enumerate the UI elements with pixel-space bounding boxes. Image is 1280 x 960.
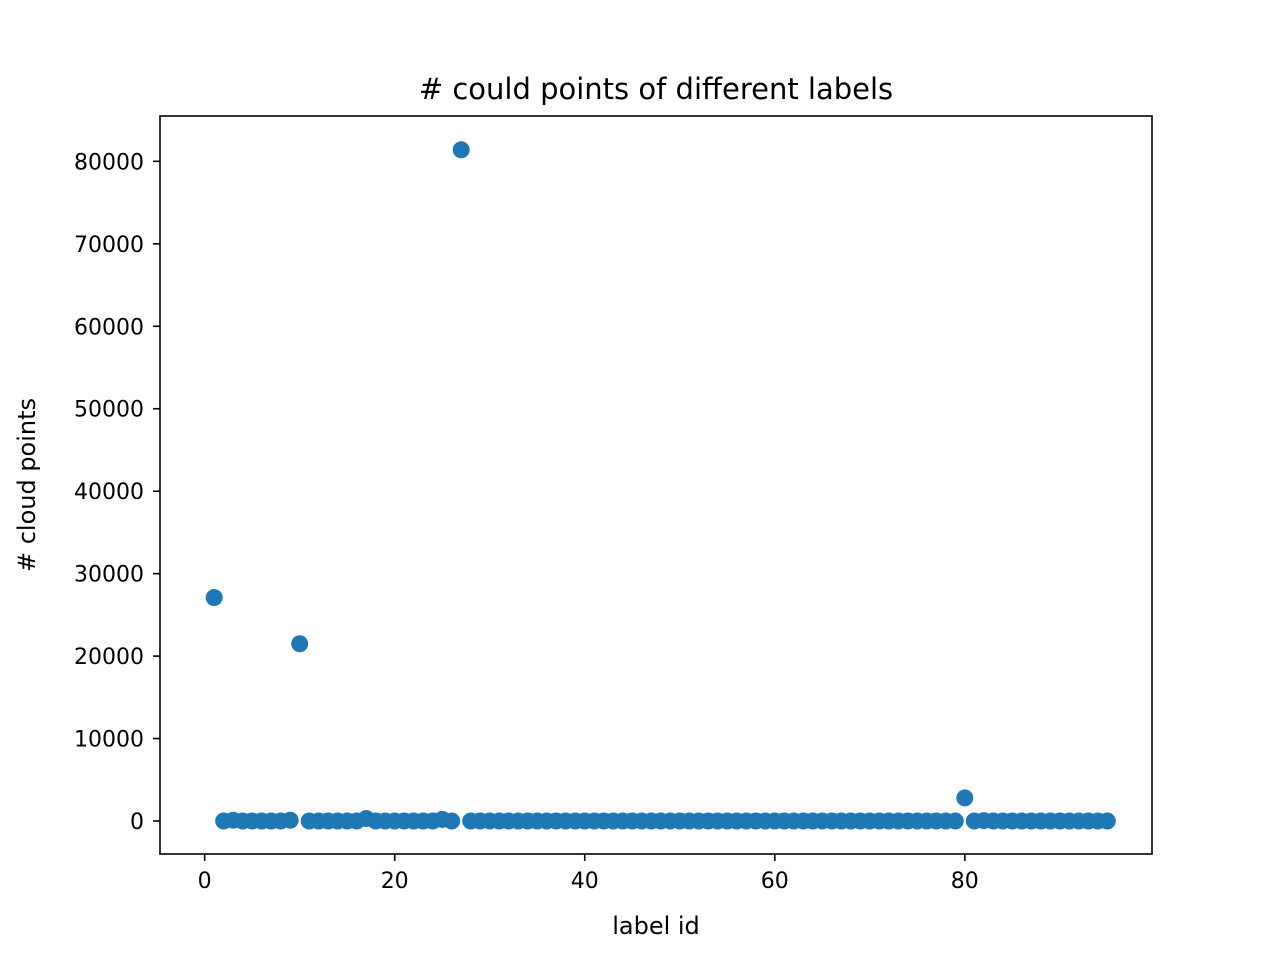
x-axis-label: label id xyxy=(612,912,700,940)
data-point xyxy=(956,789,974,807)
y-tick-label: 40000 xyxy=(74,480,144,505)
data-point xyxy=(946,812,964,830)
y-tick-label: 50000 xyxy=(74,398,144,423)
x-tick-label: 20 xyxy=(381,869,409,894)
y-tick-label: 20000 xyxy=(74,645,144,670)
x-tick-label: 60 xyxy=(761,869,789,894)
plot-area xyxy=(160,116,1152,854)
y-tick-label: 10000 xyxy=(74,728,144,753)
data-point xyxy=(291,635,309,653)
y-tick-label: 70000 xyxy=(74,233,144,258)
data-point xyxy=(452,141,470,159)
x-axis-ticks: 0 20 40 60 80 xyxy=(198,854,979,894)
data-points xyxy=(205,141,1116,830)
y-tick-label: 60000 xyxy=(74,315,144,340)
x-tick-label: 40 xyxy=(571,869,599,894)
x-tick-label: 80 xyxy=(951,869,979,894)
y-axis-label: # cloud points xyxy=(13,398,41,572)
y-axis-ticks: 0 10000 20000 30000 40000 50000 60000 70000 8000… xyxy=(74,150,160,835)
y-tick-label: 30000 xyxy=(74,563,144,588)
data-point xyxy=(1098,812,1116,830)
y-tick-label: 0 xyxy=(130,810,144,835)
x-tick-label: 0 xyxy=(198,869,212,894)
data-point xyxy=(443,812,461,830)
data-point xyxy=(205,589,223,607)
plot-frame xyxy=(159,115,1153,855)
y-tick-label: 80000 xyxy=(74,150,144,175)
chart-title: # could points of different labels xyxy=(419,72,893,106)
data-point xyxy=(281,811,299,829)
